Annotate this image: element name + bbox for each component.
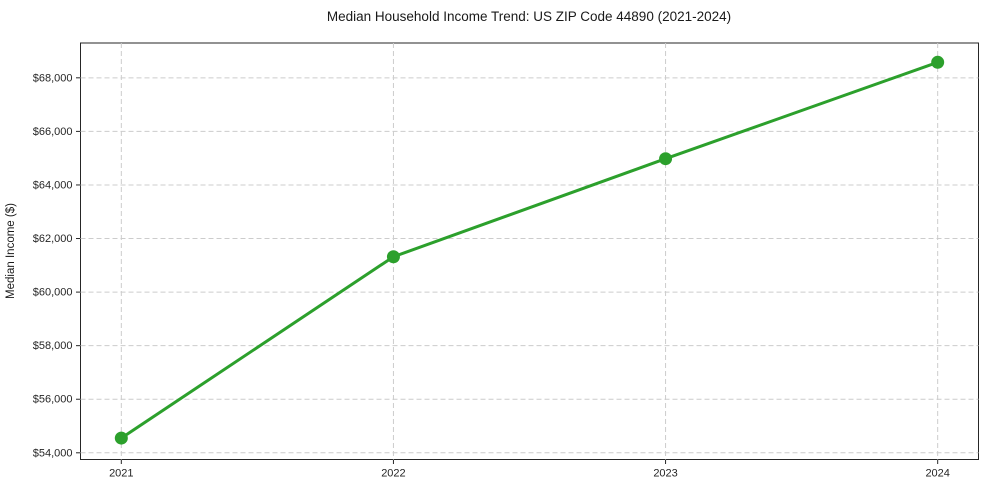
data-point-marker (931, 55, 945, 69)
data-point-marker (386, 250, 400, 264)
y-tick-label: $62,000 (33, 233, 73, 245)
y-tick-label: $58,000 (33, 340, 73, 352)
x-tick-label: 2022 (381, 468, 405, 480)
plot-area (80, 42, 979, 460)
x-tick-label: 2021 (109, 468, 133, 480)
income-trend-line (119, 60, 940, 440)
income-line-series (114, 55, 945, 445)
chart-title: Median Household Income Trend: US ZIP Co… (327, 9, 731, 24)
y-axis-label: Median Income ($) (5, 203, 17, 299)
axis-ticks: $54,000 $56,000 $58,000 $60,000 $62,000 $64,0… (33, 72, 950, 479)
y-tick-label: $56,000 (33, 394, 73, 406)
y-tick-label: $66,000 (33, 126, 73, 138)
x-tick-label: 2024 (925, 468, 949, 480)
y-tick-label: $68,000 (33, 72, 73, 84)
y-tick-label: $64,000 (33, 179, 73, 191)
x-tick-label: 2023 (653, 468, 677, 480)
grid-lines (80, 43, 979, 460)
data-point-marker (114, 431, 128, 445)
y-tick-label: $54,000 (33, 447, 73, 459)
data-point-marker (659, 152, 673, 166)
y-tick-label: $60,000 (33, 287, 73, 299)
